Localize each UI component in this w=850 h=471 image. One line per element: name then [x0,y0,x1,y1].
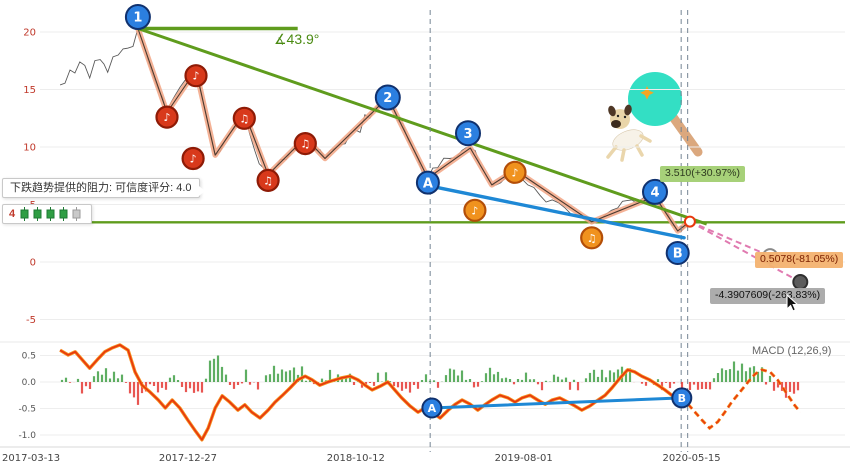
pivot-note-red[interactable]: ♫ [232,106,256,130]
current-price-label: 3.510(+30.97%) [660,166,746,182]
svg-text:B: B [678,392,686,405]
ab-trend-line-macd[interactable] [430,396,684,410]
target-marker-filled [792,274,809,290]
ab-node-macd-A[interactable]: A [421,397,443,419]
trend-angle-label: ∡43.9° [274,31,320,47]
x-axis-tick-label: 2017-03-13 [2,453,60,464]
last-price-marker [683,215,696,228]
pug-balloon-illustration [606,72,703,162]
star-icon [640,86,654,100]
dog-eye [616,114,620,118]
macd-axis-tick-label: 0.0 [22,378,37,388]
wave-node-1[interactable]: 1 [124,4,151,30]
candle-icon-green [20,207,29,222]
svg-text:3: 3 [463,127,472,142]
ab-trend-line-main[interactable] [428,184,686,240]
svg-text:A: A [423,176,433,191]
target-price-label: 0.5078(-81.05%) [755,252,844,268]
dog-ear [624,104,632,116]
svg-text:1: 1 [133,11,142,26]
confidence-score-legend: 4 [2,204,93,225]
price-line [59,27,691,233]
svg-text:B: B [673,247,683,262]
trend-resistance-line[interactable] [137,26,708,226]
pivot-note-red[interactable]: ♪ [155,105,179,129]
macd-lines [59,343,802,442]
svg-text:♫: ♫ [239,112,249,125]
wave-node-3[interactable]: 3 [455,120,481,147]
date-guide-lines [429,10,689,452]
y-axis-tick-label: -5 [26,315,36,326]
candle-icon-green [59,207,68,222]
pivot-note-orange[interactable]: ♫ [580,226,604,250]
y-axis-tick-label: 15 [23,85,36,96]
pivot-note-red[interactable]: ♪ [184,64,208,88]
macd-indicator-label: MACD (12,26,9) [752,345,832,357]
y-axis-tick-label: 20 [23,28,36,39]
macd-axis-tick-label: -1.0 [18,431,36,441]
svg-text:2: 2 [383,91,392,106]
resistance-tooltip-text: 下跌趋势提供的阻力: 可信度评分: 4.0 [10,182,192,194]
candle-icon-green [33,207,42,222]
svg-text:♪: ♪ [471,204,478,217]
x-axis-tick-label: 2020-05-15 [663,453,721,464]
candle-icon-green [46,207,55,222]
svg-text:♪: ♪ [163,111,170,124]
macd-axis-tick-label: 0.5 [22,352,36,362]
macd-axis-tick-label: -0.5 [18,405,36,415]
wave-node-2[interactable]: 2 [374,84,401,111]
axis-labels: 20151050-50.50.0-0.5-1.02017-03-132017-1… [2,28,721,465]
pivot-note-red[interactable]: ♪ [181,146,205,171]
ab-node-main-B[interactable]: B [665,241,690,265]
svg-text:♫: ♫ [263,174,273,187]
x-axis-tick-label: 2017-12-27 [159,453,217,464]
x-axis-tick-label: 2019-08-01 [495,453,553,464]
svg-text:A: A [428,402,437,415]
resistance-tooltip: 下跌趋势提供的阻力: 可信度评分: 4.0 [2,178,205,199]
dog-muzzle [611,120,621,128]
ab-node-main-A[interactable]: A [415,170,440,195]
candle-rating-icons [20,207,81,222]
svg-text:♪: ♪ [190,153,197,166]
y-axis-tick-label: 10 [23,143,36,154]
pivot-note-orange[interactable]: ♪ [503,160,527,184]
x-axis-tick-label: 2018-10-12 [327,453,385,464]
confidence-score-value: 4 [9,208,16,220]
target-low-label: -4.3907609(-263.83%) [710,288,826,304]
pivot-note-red[interactable]: ♫ [293,132,317,156]
mouse-cursor-icon [786,293,800,317]
svg-text:♫: ♫ [300,138,310,151]
ab-node-macd-B[interactable]: B [671,387,693,409]
balloon-icon [628,72,682,126]
svg-text:♪: ♪ [192,70,199,83]
wave-node-4[interactable]: 4 [642,178,668,205]
dog-eye [623,115,627,119]
gridlines [0,31,850,448]
svg-text:4: 4 [650,186,659,201]
pivot-note-orange[interactable]: ♪ [463,198,487,222]
svg-text:♪: ♪ [511,166,518,179]
dog-legs [606,134,652,162]
candle-icon-gray [72,207,81,222]
y-axis-tick-label: 0 [30,258,36,269]
dog-ear [608,105,616,117]
zigzag-wave-overlay [135,25,693,234]
svg-text:♫: ♫ [587,232,597,245]
pivot-note-red[interactable]: ♫ [256,168,280,192]
